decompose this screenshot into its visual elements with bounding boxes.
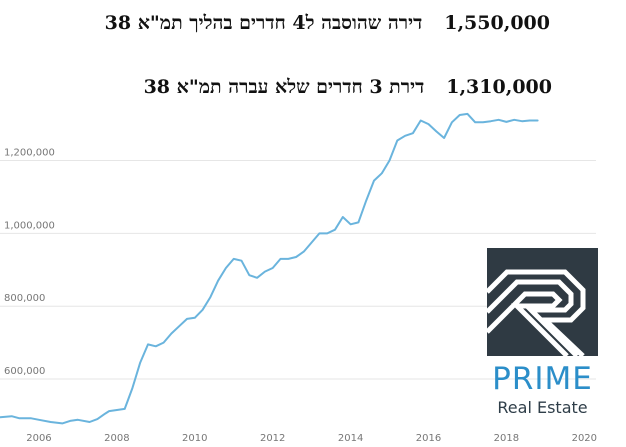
x-tick-label: 2020: [572, 433, 597, 444]
y-tick-label: 600,000: [4, 366, 45, 377]
x-tick-label: 2014: [338, 433, 363, 444]
headline-1-price: 1,550,000: [444, 12, 550, 34]
x-tick-label: 2016: [416, 433, 441, 444]
headline-2-text: דירת 3 חדרים שלא עברה תמ"א 38: [143, 76, 425, 98]
x-tick-label: 2008: [104, 433, 129, 444]
prime-logo: PRIME Real Estate: [487, 248, 598, 423]
y-tick-label: 800,000: [4, 293, 45, 304]
x-tick-label: 2018: [494, 433, 519, 444]
logo-name: PRIME: [492, 361, 593, 397]
logo-mark-background: [487, 248, 598, 356]
logo-subtitle: Real Estate: [497, 398, 588, 417]
headline-original-apartment: 1,310,000 דירת 3 חדרים שלא עברה תמ"א 38: [144, 76, 552, 99]
x-tick-label: 2006: [26, 433, 51, 444]
headline-renovated-apartment: 1,550,000 דירה שהוסבה ל4 חדרים בהליך תמ"א…: [105, 12, 550, 35]
price-series-line: [0, 112, 539, 425]
x-axis-ticks: 2006 2008 2010 2012 2014 2016 2018 2020: [26, 433, 597, 444]
y-axis-ticks: 600,000 800,000 1,000,000 1,200,000: [4, 148, 55, 377]
prime-logo-mark-icon: [487, 248, 598, 356]
x-tick-label: 2012: [260, 433, 285, 444]
x-tick-label: 2010: [182, 433, 207, 444]
headline-2-price: 1,310,000: [446, 76, 552, 98]
y-tick-label: 1,000,000: [4, 220, 55, 231]
y-tick-label: 1,200,000: [4, 148, 55, 159]
headline-1-text: דירה שהוסבה ל4 חדרים בהליך תמ"א 38: [104, 12, 423, 34]
